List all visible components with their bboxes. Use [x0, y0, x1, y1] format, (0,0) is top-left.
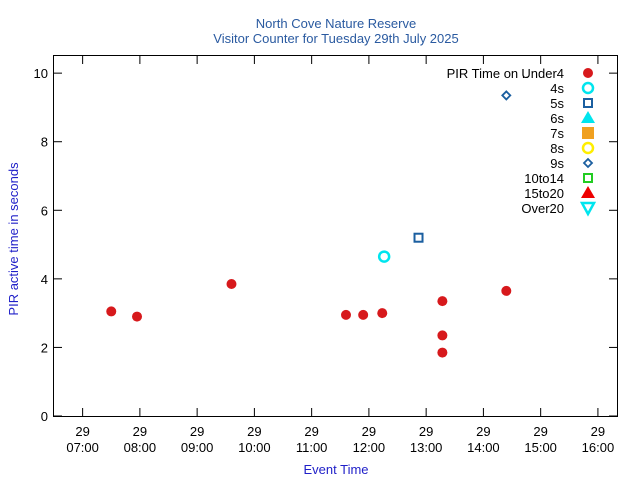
x-axis-label: Event Time	[303, 462, 368, 477]
x-tick-day-label: 29	[75, 424, 89, 439]
y-tick-label: 4	[41, 272, 48, 287]
plot-frame	[53, 55, 618, 417]
legend-label: 10to14	[524, 171, 564, 186]
data-point-under4	[501, 285, 512, 296]
legend-marker-7s	[582, 127, 594, 139]
legend-marker-under4	[583, 68, 593, 78]
x-tick-time-label: 15:00	[524, 440, 557, 455]
data-point-4s	[377, 250, 391, 263]
legend-marker-10to14	[583, 173, 593, 183]
legend-label: Over20	[521, 201, 564, 216]
x-tick-day-label: 29	[591, 424, 605, 439]
x-axis: 2907:002908:002909:002910:002911:002912:…	[66, 56, 614, 455]
data-points	[106, 90, 512, 358]
legend-marker-15to20	[581, 186, 595, 198]
data-point-under4	[340, 309, 351, 320]
data-point-under4	[437, 296, 448, 307]
x-tick-day-label: 29	[533, 424, 547, 439]
y-axis-label: PIR active time in seconds	[6, 162, 21, 316]
data-point-under4	[226, 279, 237, 289]
legend-label: 5s	[550, 96, 564, 111]
x-tick-time-label: 08:00	[124, 440, 157, 455]
y-axis: 0 2 4 6 8 10	[34, 66, 617, 424]
legend-label: 6s	[550, 111, 564, 126]
x-tick-time-label: 10:00	[238, 440, 271, 455]
chart-title: North Cove Nature Reserve	[256, 16, 416, 31]
chart-subtitle: Visitor Counter for Tuesday 29th July 20…	[213, 31, 458, 46]
legend-marker-over20	[579, 201, 597, 217]
legend-title: PIR Time on ..	[447, 66, 529, 81]
x-tick-day-label: 29	[362, 424, 376, 439]
legend: PIR Time on .. Under44s5s6s7s8s9s10to141…	[447, 66, 597, 217]
legend-marker-4s	[581, 81, 595, 95]
data-point-under4	[106, 306, 117, 317]
x-tick-time-label: 11:00	[296, 440, 328, 455]
legend-label: 7s	[550, 126, 564, 141]
y-tick-label: 10	[34, 66, 48, 81]
x-tick-day-label: 29	[476, 424, 490, 439]
x-tick-time-label: 13:00	[410, 440, 443, 455]
y-tick-label: 2	[41, 340, 48, 355]
data-point-5s	[413, 232, 424, 243]
legend-marker-8s	[581, 141, 595, 155]
x-tick-day-label: 29	[304, 424, 318, 439]
y-tick-label: 6	[41, 203, 48, 218]
legend-label: 15to20	[524, 186, 564, 201]
legend-marker-5s	[583, 98, 593, 108]
legend-label: 8s	[550, 141, 564, 156]
data-point-under4	[437, 347, 448, 358]
x-tick-day-label: 29	[247, 424, 261, 439]
legend-label: Under4	[521, 66, 564, 81]
data-point-9s	[501, 90, 512, 101]
legend-marker-6s	[581, 111, 595, 123]
y-tick-label: 8	[41, 135, 48, 150]
x-tick-time-label: 14:00	[467, 440, 500, 455]
x-tick-day-label: 29	[133, 424, 147, 439]
x-tick-time-label: 16:00	[582, 440, 615, 455]
data-point-under4	[437, 330, 448, 341]
legend-label: 9s	[550, 156, 564, 171]
legend-marker-9s	[582, 157, 594, 169]
x-tick-day-label: 29	[190, 424, 204, 439]
data-point-under4	[377, 308, 388, 319]
data-point-under4	[358, 309, 369, 320]
data-point-under4	[132, 311, 143, 322]
x-tick-time-label: 12:00	[353, 440, 386, 455]
legend-label: 4s	[550, 81, 564, 96]
x-tick-time-label: 09:00	[181, 440, 214, 455]
x-tick-day-label: 29	[419, 424, 433, 439]
x-tick-time-label: 07:00	[66, 440, 99, 455]
y-tick-label: 0	[41, 409, 48, 424]
